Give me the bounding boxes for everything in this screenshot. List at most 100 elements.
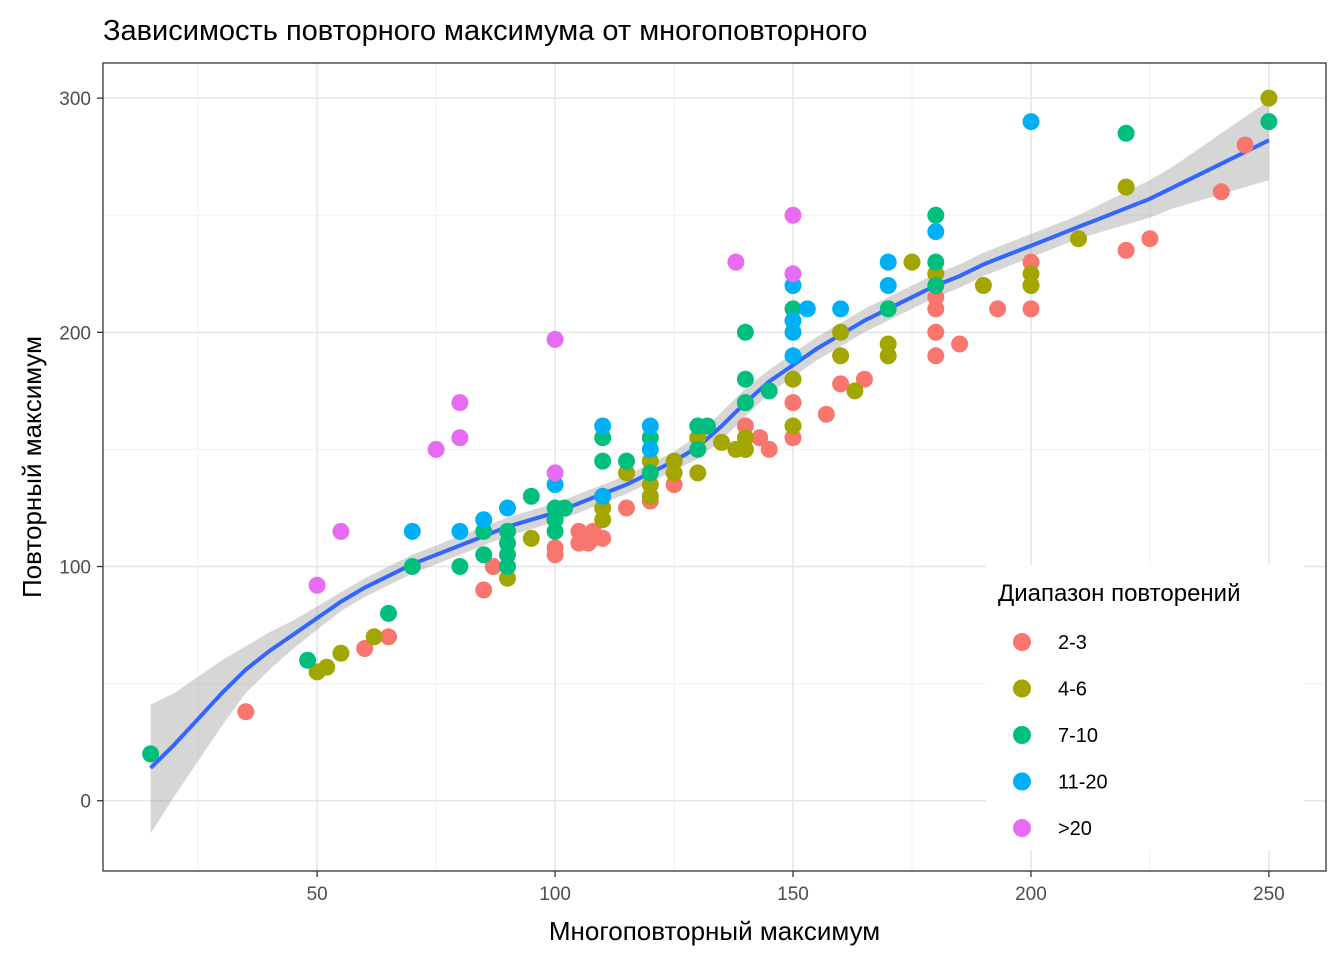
data-point — [1022, 253, 1040, 271]
data-point — [798, 300, 816, 318]
data-point — [499, 558, 516, 575]
data-point — [751, 429, 769, 447]
x-axis: 50 100 150 200 250 — [307, 871, 1285, 905]
smooth-line — [149, 138, 1270, 770]
data-point — [927, 253, 945, 271]
data-point — [784, 277, 802, 294]
data-point — [499, 534, 516, 552]
data-point — [665, 452, 683, 470]
data-point — [570, 522, 588, 540]
data-point — [484, 558, 502, 575]
data-point — [927, 206, 945, 224]
x-tick-label: 50 — [307, 884, 328, 905]
y-axis: 0 100 200 300 — [59, 89, 103, 813]
data-point — [1070, 230, 1087, 248]
data-point — [927, 300, 945, 318]
data-point — [832, 323, 850, 341]
data-point — [499, 569, 516, 587]
data-point — [499, 499, 516, 517]
data-point — [641, 487, 659, 505]
legend-key — [1013, 633, 1031, 651]
data-point — [618, 452, 635, 470]
data-point — [736, 370, 754, 388]
legend-key — [1013, 819, 1031, 837]
data-point — [784, 417, 802, 435]
data-point — [1022, 300, 1040, 318]
data-point — [522, 529, 540, 547]
x-axis-title: Многоповторный максимум — [549, 916, 880, 946]
data-point — [546, 464, 564, 482]
data-point — [451, 394, 469, 412]
data-point — [451, 522, 469, 540]
data-point — [499, 522, 516, 540]
data-point — [736, 417, 754, 435]
x-tick-label: 100 — [539, 884, 571, 905]
data-point — [760, 382, 778, 400]
data-point — [546, 476, 564, 494]
x-tick-label: 250 — [1253, 884, 1285, 905]
data-point — [1117, 178, 1135, 196]
y-tick-label: 300 — [59, 89, 91, 110]
legend-title: Диапазон повторений — [998, 580, 1240, 607]
data-point — [318, 658, 336, 676]
legend-label: 7-10 — [1058, 725, 1098, 747]
data-point — [727, 253, 745, 271]
data-point — [403, 522, 421, 540]
data-point — [594, 429, 612, 447]
data-point — [1212, 183, 1230, 201]
data-point — [618, 499, 635, 517]
points — [142, 89, 1278, 763]
data-point — [879, 253, 897, 271]
data-point — [927, 323, 945, 341]
data-point — [1236, 136, 1254, 154]
data-point — [879, 300, 897, 318]
x-tick-label: 200 — [1015, 884, 1047, 905]
data-point — [556, 499, 574, 517]
data-point — [784, 206, 802, 224]
data-point — [641, 464, 659, 482]
data-point — [698, 417, 716, 435]
data-point — [689, 440, 707, 458]
data-point — [665, 464, 683, 482]
data-point — [689, 429, 707, 447]
legend: Диапазон повторений 2-3 4-6 7-10 11-20 >20 — [986, 565, 1304, 850]
data-point — [1022, 265, 1040, 283]
data-point — [784, 429, 802, 447]
data-point — [594, 487, 612, 505]
data-point — [879, 277, 897, 294]
data-point — [237, 703, 255, 721]
data-point — [475, 522, 493, 540]
data-point — [365, 628, 383, 646]
data-point — [736, 394, 754, 412]
legend-label: 4-6 — [1058, 679, 1087, 701]
data-point — [736, 440, 754, 458]
plot-border — [102, 62, 1327, 872]
data-point — [641, 440, 659, 458]
data-point — [927, 277, 945, 294]
data-point — [641, 417, 659, 435]
data-point — [903, 253, 921, 271]
data-point — [665, 476, 683, 494]
data-point — [1117, 241, 1135, 259]
data-point — [1022, 113, 1040, 131]
data-point — [594, 529, 612, 547]
data-point — [846, 382, 864, 400]
data-point — [641, 452, 659, 470]
data-point — [736, 323, 754, 341]
chart-title: Зависимость повторного максимума от мног… — [103, 15, 867, 47]
data-point — [1260, 89, 1278, 107]
data-point — [784, 300, 802, 318]
data-point — [832, 375, 850, 393]
data-point — [832, 300, 850, 318]
data-point — [1260, 113, 1278, 131]
data-point — [499, 546, 516, 564]
data-point — [380, 628, 397, 646]
data-point — [927, 223, 945, 241]
legend-box — [986, 565, 1304, 850]
x-tick-label: 150 — [777, 884, 809, 905]
legend-label: >20 — [1058, 818, 1092, 840]
data-point — [951, 335, 969, 353]
data-point — [784, 312, 802, 330]
data-point — [641, 476, 659, 494]
data-point — [927, 288, 945, 306]
